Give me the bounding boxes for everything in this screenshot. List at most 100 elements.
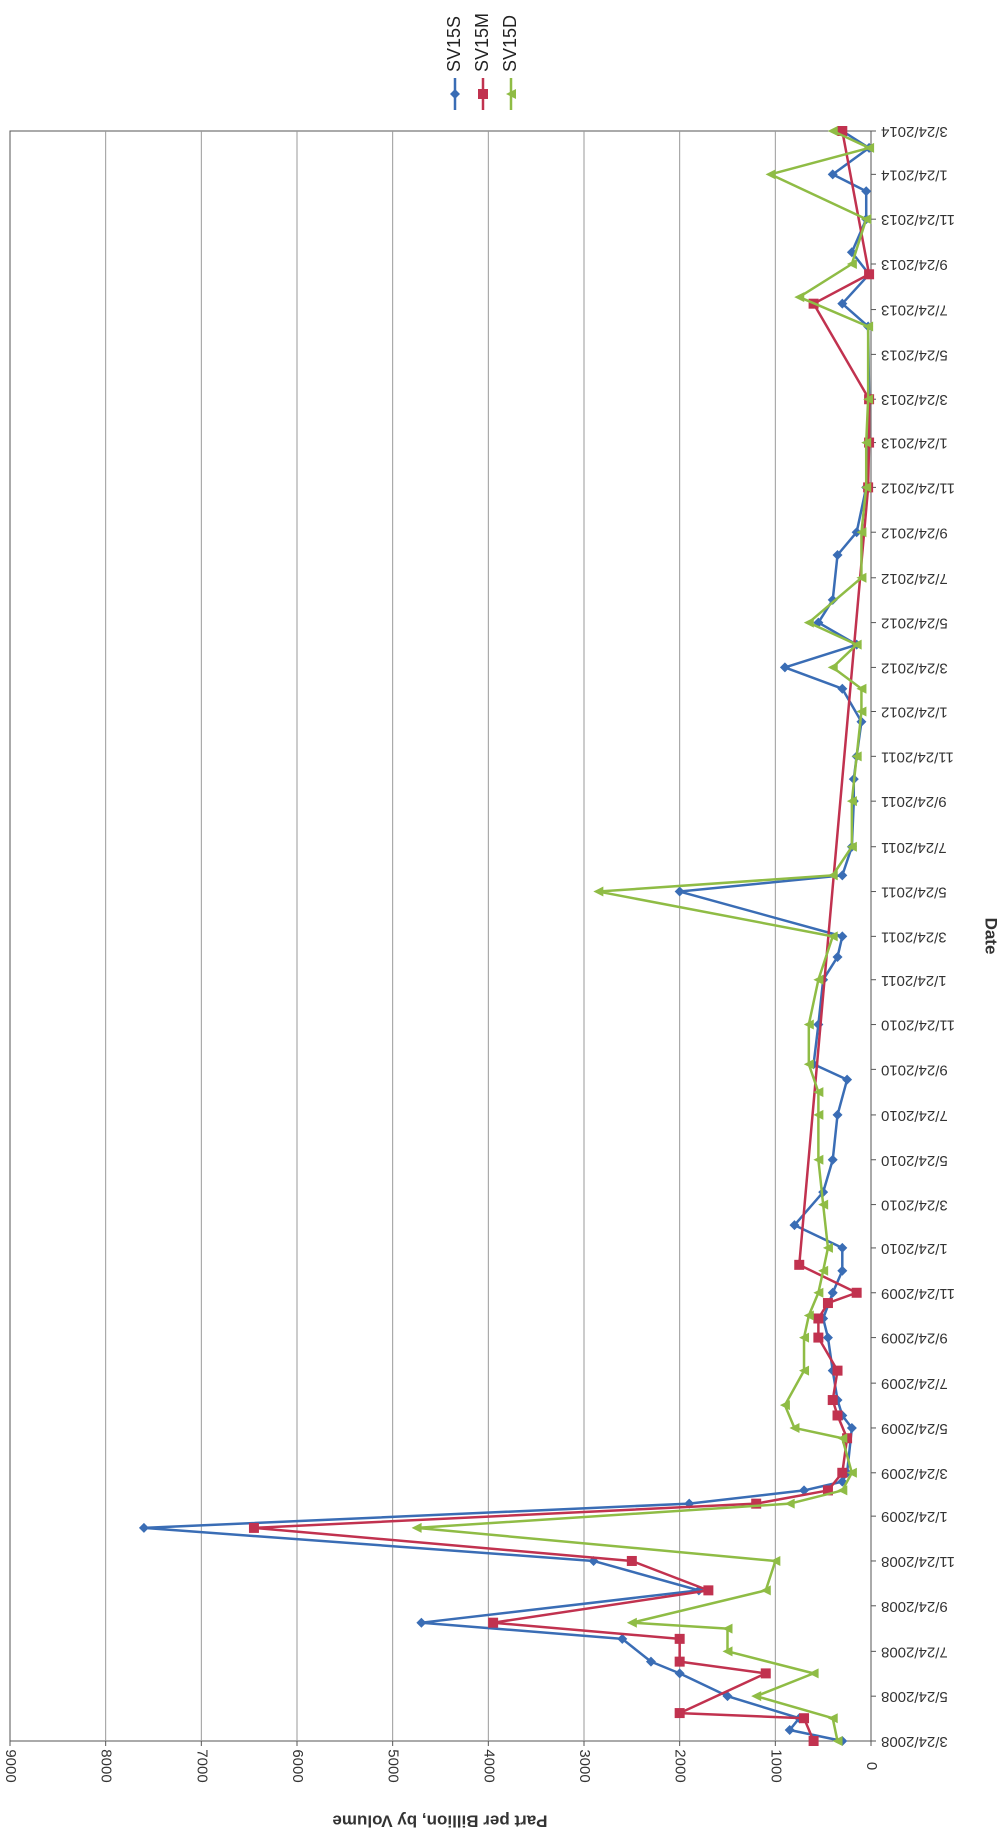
data-point — [779, 1400, 790, 1411]
gridlines — [105, 131, 776, 1741]
data-point — [837, 1433, 848, 1444]
value-tick-label: 4000 — [480, 1749, 497, 1782]
data-point — [751, 1691, 762, 1702]
data-point — [799, 1485, 810, 1496]
data-point — [674, 1633, 685, 1644]
date-tick-label: 1/24/2011 — [881, 972, 947, 989]
legend: SV15S SV15M SV15D — [444, 13, 520, 110]
date-tick-label: 9/24/2009 — [881, 1330, 948, 1347]
data-point — [846, 259, 857, 270]
data-point — [837, 126, 848, 136]
data-point — [837, 1467, 848, 1478]
legend-label: SV15D — [500, 15, 520, 72]
data-point — [864, 142, 875, 153]
data-point — [813, 1154, 824, 1165]
date-tick-label: 5/24/2013 — [881, 346, 948, 363]
data-point — [722, 1623, 733, 1634]
data-point — [851, 1287, 862, 1298]
data-point — [832, 1365, 843, 1376]
y-axis-title: Part per Billion, by Volume — [332, 1812, 547, 1831]
value-tick-label: 5000 — [385, 1749, 402, 1782]
data-point — [837, 1265, 848, 1276]
data-point — [832, 1736, 843, 1746]
legend-label: SV15S — [444, 16, 464, 72]
data-point — [799, 1365, 810, 1376]
date-tick-label: 9/24/2011 — [881, 793, 947, 810]
data-point — [856, 572, 867, 583]
series-SV15D — [411, 126, 875, 1746]
data-point — [770, 1555, 781, 1566]
date-tick-label: 7/24/2011 — [881, 839, 947, 856]
data-point — [760, 1668, 771, 1679]
data-point — [837, 1242, 848, 1253]
data-point — [818, 1199, 829, 1210]
data-point — [593, 886, 604, 897]
data-point — [803, 1019, 814, 1030]
date-tick-label: 1/24/2014 — [881, 166, 948, 183]
date-tick-label: 5/24/2008 — [881, 1688, 948, 1705]
data-point — [846, 841, 857, 852]
data-point — [822, 1332, 833, 1343]
data-point — [803, 1059, 814, 1070]
data-point — [863, 394, 874, 405]
data-point — [138, 1522, 149, 1533]
legend-marker — [450, 89, 460, 99]
data-point — [861, 482, 872, 493]
value-tick-label: 2000 — [672, 1749, 689, 1782]
date-tick-label: 7/24/2010 — [881, 1107, 948, 1124]
data-point — [784, 1724, 795, 1735]
date-tick-label: 9/24/2013 — [881, 256, 948, 273]
data-point — [248, 1522, 259, 1533]
data-point — [808, 1668, 819, 1679]
legend-item-SV15M: SV15M — [472, 13, 492, 110]
data-point — [822, 1242, 833, 1253]
date-tick-label: 9/24/2008 — [881, 1598, 948, 1615]
data-point — [794, 1259, 805, 1270]
data-point — [856, 527, 867, 538]
data-point — [846, 1467, 857, 1478]
data-point — [751, 1498, 762, 1509]
date-tick-label: 7/24/2009 — [881, 1375, 948, 1392]
date-tick-label: 3/24/2012 — [881, 659, 948, 676]
date-tick-label: 3/24/2013 — [881, 391, 948, 408]
data-point — [837, 931, 848, 942]
data-point — [813, 1087, 824, 1098]
data-point — [789, 1422, 800, 1433]
data-point — [626, 1555, 637, 1566]
data-point — [837, 1485, 848, 1496]
date-tick-label: 1/24/2009 — [881, 1508, 948, 1525]
data-point — [827, 126, 838, 136]
data-point — [765, 169, 776, 180]
data-point — [794, 292, 805, 303]
x-axis-title: Date — [982, 918, 1001, 955]
data-point — [837, 870, 848, 881]
data-point — [846, 1422, 857, 1433]
data-point — [863, 321, 874, 332]
data-point — [856, 683, 867, 694]
data-point — [864, 269, 875, 280]
legend-marker — [506, 89, 516, 99]
data-point — [851, 751, 862, 762]
value-tick-label: 6000 — [289, 1749, 306, 1782]
data-point — [645, 1656, 656, 1667]
date-tick-label: 11/24/2012 — [881, 479, 955, 496]
date-tick-label: 3/24/2009 — [881, 1465, 948, 1482]
data-point — [837, 683, 848, 694]
data-point — [822, 1298, 833, 1309]
data-point — [827, 1154, 838, 1165]
data-point — [808, 1736, 819, 1746]
data-point — [789, 1220, 800, 1231]
value-tick-label: 1000 — [767, 1749, 784, 1782]
date-tick-label: 11/24/2009 — [881, 1285, 955, 1302]
series-line-SV15M — [252, 130, 871, 1742]
data-point — [803, 1310, 814, 1321]
data-point — [813, 1313, 824, 1324]
data-point — [856, 706, 867, 717]
data-point — [827, 1287, 838, 1298]
date-tick-label: 5/24/2010 — [881, 1152, 948, 1169]
legend-item-SV15D: SV15D — [500, 15, 520, 110]
data-point — [617, 1633, 628, 1644]
date-tick-label: 5/24/2012 — [881, 615, 948, 632]
data-point — [779, 662, 790, 673]
series-line-SV15D — [415, 129, 871, 1742]
